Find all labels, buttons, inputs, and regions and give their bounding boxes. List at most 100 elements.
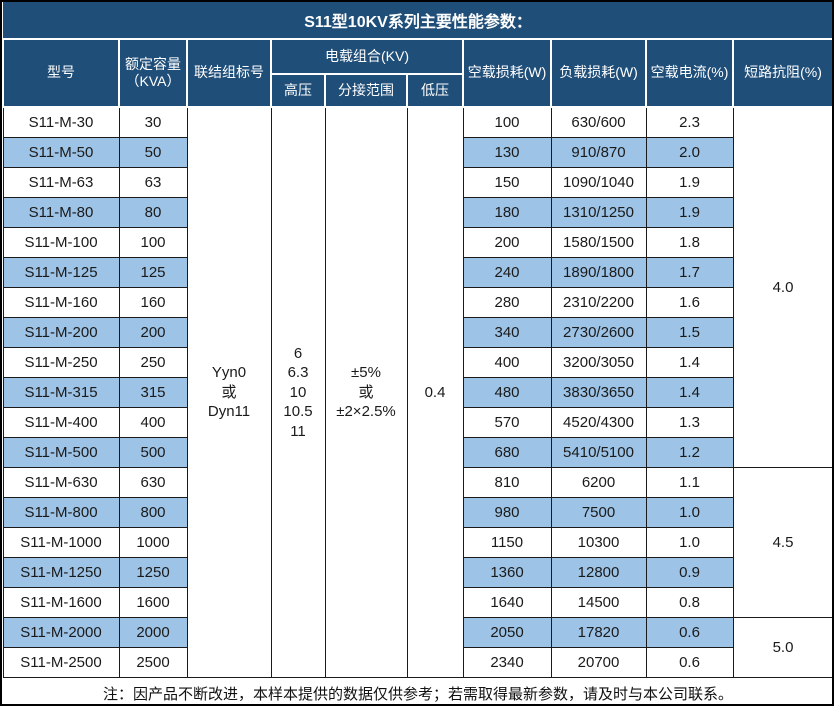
no-load-loss-cell: 980 bbox=[462, 497, 552, 528]
table-row: S11-M-315 315 480 3830/3650 1.4 bbox=[2, 377, 832, 408]
table-row: S11-M-2500 2500 2340 20700 0.6 bbox=[2, 647, 832, 678]
footnote: 注：因产品不断改进，本样本提供的数据仅供参考；若需取得最新参数，请及时与本公司联… bbox=[3, 677, 832, 704]
table-row: S11-M-200 200 340 2730/2600 1.5 bbox=[2, 317, 832, 348]
load-loss-cell: 5410/5100 bbox=[550, 437, 647, 468]
load-loss-cell: 20700 bbox=[550, 647, 647, 678]
load-loss-cell: 2730/2600 bbox=[550, 317, 647, 348]
no-load-current-cell: 1.7 bbox=[645, 257, 734, 288]
model-cell: S11-M-80 bbox=[2, 197, 120, 228]
no-load-current-cell: 1.9 bbox=[645, 167, 734, 198]
load-loss-cell: 630/600 bbox=[550, 106, 647, 138]
model-cell: S11-M-1000 bbox=[2, 527, 120, 558]
load-loss-cell: 10300 bbox=[550, 527, 647, 558]
table-row: S11-M-63 63 150 1090/1040 1.9 bbox=[2, 167, 832, 198]
table-row: S11-M-2000 2000 2050 17820 0.6 5.0 bbox=[2, 617, 832, 678]
model-cell: S11-M-125 bbox=[2, 257, 120, 288]
model-cell: S11-M-2500 bbox=[2, 647, 120, 678]
model-cell: S11-M-315 bbox=[2, 377, 120, 408]
no-load-current-cell: 1.4 bbox=[645, 347, 734, 378]
header-voltage-group: 电载组合(KV) bbox=[270, 38, 464, 75]
connection-cell: Yyn0 或 Dyn11 bbox=[186, 106, 272, 678]
capacity-cell: 630 bbox=[118, 467, 188, 498]
no-load-loss-cell: 150 bbox=[462, 167, 552, 198]
model-cell: S11-M-200 bbox=[2, 317, 120, 348]
load-loss-cell: 14500 bbox=[550, 587, 647, 618]
header-row-sub: 高压 分接范围 低压 bbox=[3, 73, 832, 108]
header-model: 型号 bbox=[2, 38, 120, 108]
header-lv: 低压 bbox=[406, 73, 464, 108]
no-load-loss-cell: 100 bbox=[462, 106, 552, 138]
load-loss-cell: 1890/1800 bbox=[550, 257, 647, 288]
table-row: S11-M-500 500 680 5410/5100 1.2 bbox=[2, 437, 832, 468]
capacity-cell: 500 bbox=[118, 437, 188, 468]
model-cell: S11-M-250 bbox=[2, 347, 120, 378]
no-load-loss-cell: 130 bbox=[462, 137, 552, 168]
impedance-cell: 4.0 bbox=[732, 106, 832, 468]
model-cell: S11-M-63 bbox=[2, 167, 120, 198]
load-loss-cell: 1090/1040 bbox=[550, 167, 647, 198]
table-row: S11-M-125 125 240 1890/1800 1.7 bbox=[2, 257, 832, 288]
capacity-cell: 315 bbox=[118, 377, 188, 408]
no-load-loss-cell: 480 bbox=[462, 377, 552, 408]
load-loss-cell: 1580/1500 bbox=[550, 227, 647, 258]
load-loss-cell: 4520/4300 bbox=[550, 407, 647, 438]
capacity-cell: 250 bbox=[118, 347, 188, 378]
header-capacity-line2: （KVA） bbox=[125, 73, 181, 89]
load-loss-cell: 3200/3050 bbox=[550, 347, 647, 378]
table-row: S11-M-800 800 980 7500 1.0 bbox=[2, 497, 832, 528]
load-loss-cell: 7500 bbox=[550, 497, 647, 528]
model-cell: S11-M-50 bbox=[2, 137, 120, 168]
no-load-current-cell: 1.6 bbox=[645, 287, 734, 318]
load-loss-cell: 6200 bbox=[550, 467, 647, 498]
title-row: S11型10KV系列主要性能参数： bbox=[3, 2, 832, 40]
load-loss-cell: 3830/3650 bbox=[550, 377, 647, 408]
tap-range-cell: ±5% 或 ±2×2.5% bbox=[324, 106, 408, 678]
load-loss-cell: 17820 bbox=[550, 617, 647, 648]
capacity-cell: 80 bbox=[118, 197, 188, 228]
footnote-row: 注：因产品不断改进，本样本提供的数据仅供参考；若需取得最新参数，请及时与本公司联… bbox=[3, 677, 832, 704]
no-load-loss-cell: 810 bbox=[462, 467, 552, 498]
no-load-loss-cell: 2340 bbox=[462, 647, 552, 678]
no-load-current-cell: 0.8 bbox=[645, 587, 734, 618]
model-cell: S11-M-100 bbox=[2, 227, 120, 258]
capacity-cell: 800 bbox=[118, 497, 188, 528]
table-body: S11-M-30 30 Yyn0 或 Dyn11 6 6.3 10 10.5 11 ±5% 或 ±2×2… bbox=[2, 106, 832, 678]
no-load-loss-cell: 1150 bbox=[462, 527, 552, 558]
table-row: S11-M-1250 1250 1360 12800 0.9 bbox=[2, 557, 832, 588]
header-tap-range: 分接范围 bbox=[324, 73, 408, 108]
no-load-current-cell: 0.6 bbox=[645, 617, 734, 648]
table-row: S11-M-30 30 Yyn0 或 Dyn11 6 6.3 10 10.5 11 ±5% 或 ±2×2… bbox=[2, 106, 832, 678]
no-load-current-cell: 1.8 bbox=[645, 227, 734, 258]
no-load-loss-cell: 2050 bbox=[462, 617, 552, 648]
header-load-loss: 负载损耗(W) bbox=[550, 38, 647, 108]
header-no-load-loss: 空载损耗(W) bbox=[462, 38, 552, 108]
no-load-current-cell: 0.9 bbox=[645, 557, 734, 588]
header-row-top: 型号 额定容量 （KVA） 联结组标号 电载组合(KV) 空载损耗(W) 负载损… bbox=[2, 38, 832, 108]
capacity-cell: 1250 bbox=[118, 557, 188, 588]
capacity-cell: 125 bbox=[118, 257, 188, 288]
table-row: S11-M-1600 1600 1640 14500 0.8 bbox=[2, 587, 832, 618]
model-cell: S11-M-500 bbox=[2, 437, 120, 468]
hv-cell: 6 6.3 10 10.5 11 bbox=[270, 106, 326, 678]
no-load-current-cell: 0.6 bbox=[645, 647, 734, 678]
model-cell: S11-M-2000 bbox=[2, 617, 120, 648]
model-cell: S11-M-1250 bbox=[2, 557, 120, 588]
no-load-loss-cell: 180 bbox=[462, 197, 552, 228]
header-no-load-current: 空载电流(%) bbox=[645, 38, 734, 108]
no-load-current-cell: 2.0 bbox=[645, 137, 734, 168]
impedance-cell: 4.5 bbox=[732, 467, 832, 618]
no-load-loss-cell: 400 bbox=[462, 347, 552, 378]
no-load-loss-cell: 680 bbox=[462, 437, 552, 468]
table-row: S11-M-80 80 180 1310/1250 1.9 bbox=[2, 197, 832, 228]
header-hv: 高压 bbox=[270, 73, 326, 108]
load-loss-cell: 910/870 bbox=[550, 137, 647, 168]
model-cell: S11-M-400 bbox=[2, 407, 120, 438]
no-load-loss-cell: 570 bbox=[462, 407, 552, 438]
load-loss-cell: 12800 bbox=[550, 557, 647, 588]
model-cell: S11-M-160 bbox=[2, 287, 120, 318]
no-load-current-cell: 2.3 bbox=[645, 106, 734, 138]
capacity-cell: 1600 bbox=[118, 587, 188, 618]
table-row: S11-M-50 50 130 910/870 2.0 bbox=[2, 137, 832, 168]
no-load-current-cell: 1.2 bbox=[645, 437, 734, 468]
no-load-current-cell: 1.5 bbox=[645, 317, 734, 348]
